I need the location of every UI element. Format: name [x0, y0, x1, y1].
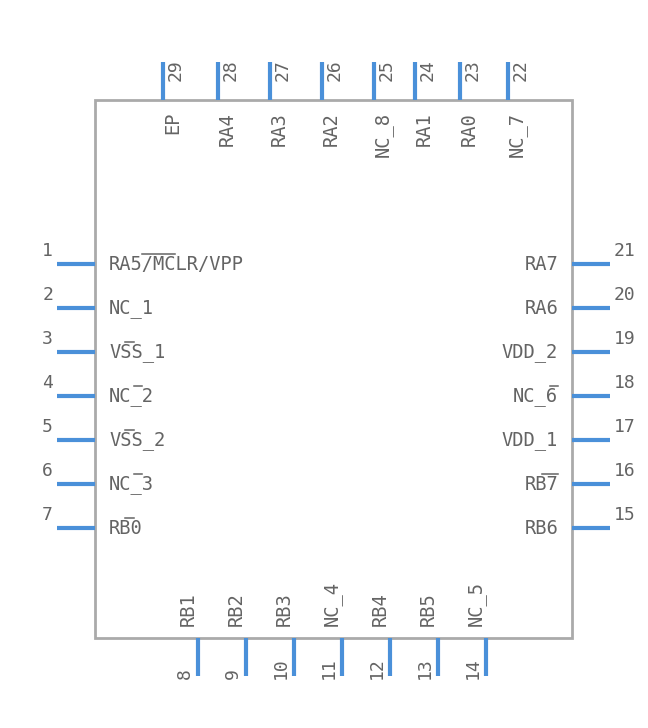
Text: NC_8: NC_8: [374, 112, 393, 157]
Text: RB4: RB4: [371, 593, 390, 626]
Text: VSS_2: VSS_2: [109, 430, 165, 449]
Text: NC_2: NC_2: [109, 387, 154, 405]
Text: RB6: RB6: [524, 518, 558, 537]
Text: 24: 24: [419, 59, 437, 81]
Text: 6: 6: [42, 462, 53, 480]
Text: RB1: RB1: [179, 593, 198, 626]
Text: 3: 3: [42, 330, 53, 348]
Text: NC_6: NC_6: [513, 387, 558, 405]
Text: 28: 28: [222, 59, 240, 81]
Text: 16: 16: [614, 462, 636, 480]
Text: 1: 1: [42, 242, 53, 260]
Text: 18: 18: [614, 374, 636, 392]
Text: 26: 26: [326, 59, 344, 81]
Text: 4: 4: [42, 374, 53, 392]
Text: VSS_1: VSS_1: [109, 342, 165, 362]
Text: 9: 9: [224, 668, 242, 679]
Text: EP: EP: [163, 112, 182, 135]
Text: 19: 19: [614, 330, 636, 348]
Text: 11: 11: [320, 657, 338, 679]
Text: 5: 5: [42, 418, 53, 436]
Text: RA6: RA6: [524, 298, 558, 317]
Text: RA0: RA0: [460, 112, 479, 146]
Text: VDD_2: VDD_2: [502, 342, 558, 362]
Text: 2: 2: [42, 286, 53, 304]
Text: RB2: RB2: [227, 593, 246, 626]
Text: RB5: RB5: [419, 593, 438, 626]
Text: 17: 17: [614, 418, 636, 436]
Text: 15: 15: [614, 506, 636, 524]
Text: 10: 10: [272, 657, 290, 679]
Text: 27: 27: [274, 59, 292, 81]
Text: RA1: RA1: [415, 112, 434, 146]
Text: RB0: RB0: [109, 518, 143, 537]
Text: RA7: RA7: [524, 255, 558, 274]
Text: RB3: RB3: [275, 593, 294, 626]
Text: 29: 29: [167, 59, 185, 81]
Text: RA2: RA2: [322, 112, 341, 146]
Bar: [95, 100, 572, 638]
Text: 8: 8: [176, 668, 194, 679]
Text: 20: 20: [614, 286, 636, 304]
Text: 23: 23: [464, 59, 482, 81]
Text: NC_1: NC_1: [109, 298, 154, 317]
Text: NC_7: NC_7: [508, 112, 527, 157]
Text: RB7: RB7: [524, 475, 558, 494]
Text: 13: 13: [416, 657, 434, 679]
Text: RA4: RA4: [218, 112, 237, 146]
Text: VDD_1: VDD_1: [502, 430, 558, 449]
Text: 7: 7: [42, 506, 53, 524]
Text: RA5/MCLR/VPP: RA5/MCLR/VPP: [109, 255, 244, 274]
Text: NC_5: NC_5: [467, 581, 486, 626]
Text: 25: 25: [378, 59, 396, 81]
Text: 12: 12: [368, 657, 386, 679]
Text: NC_3: NC_3: [109, 475, 154, 494]
Text: 14: 14: [464, 657, 482, 679]
Text: 21: 21: [614, 242, 636, 260]
Text: NC_4: NC_4: [323, 581, 342, 626]
Text: RA3: RA3: [270, 112, 289, 146]
Text: 22: 22: [512, 59, 530, 81]
